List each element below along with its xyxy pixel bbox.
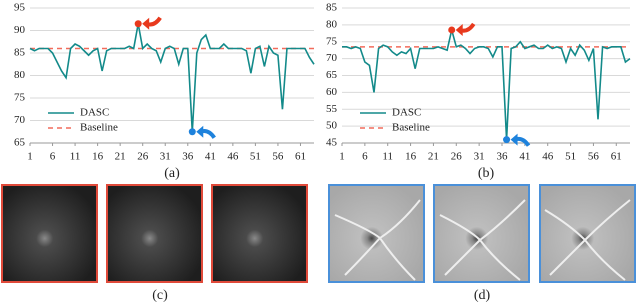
x-tick-label: 6 [50,151,56,163]
y-tick-label: 55 [326,103,338,115]
y-tick-label: 80 [326,18,338,30]
y-tick-label: 45 [326,137,338,149]
y-tick-label: 65 [14,137,26,149]
x-tick-label: 21 [428,151,439,163]
caption: (c) [152,288,168,303]
legend-label: Baseline [392,122,430,134]
x-tick-label: 1 [339,151,345,163]
x-tick-label: 26 [451,151,463,163]
arrow-head [196,125,204,138]
x-tick-label: 46 [542,151,554,163]
highlight-point [134,20,142,28]
y-tick-label: 80 [14,69,26,81]
fundus-image [106,184,203,283]
arrow-head [142,17,150,30]
x-tick-label: 41 [205,151,216,163]
y-tick-label: 85 [326,2,338,14]
vessels [544,199,631,281]
arrow-head [455,23,463,36]
y-tick-label: 65 [326,69,338,81]
x-tick-label: 36 [497,151,509,163]
angio-image [433,184,530,283]
x-tick-label: 51 [250,151,261,163]
x-tick-label: 31 [474,151,485,163]
x-tick-label: 16 [92,151,104,163]
fundus-images [1,184,636,283]
x-tick-label: 56 [588,151,600,163]
x-tick-label: 61 [611,151,622,163]
highlight-point [503,136,511,144]
y-tick-label: 75 [326,35,338,47]
x-tick-label: 6 [362,151,368,163]
x-tick-label: 26 [137,151,149,163]
x-tick-label: 31 [160,151,171,163]
x-tick-label: 41 [519,151,530,163]
highlight-point [188,128,196,136]
y-tick-label: 70 [14,114,26,126]
highlight-point [448,26,456,34]
vessels [439,199,526,281]
x-tick-label: 16 [405,151,417,163]
x-tick-label: 11 [382,151,393,163]
angio-image [328,184,425,283]
x-tick-label: 61 [295,151,306,163]
x-tick-label: 1 [27,151,33,163]
data-line [342,29,631,140]
y-tick-label: 60 [326,86,338,98]
y-tick-label: 50 [326,120,338,132]
y-tick-label: 90 [14,24,26,36]
legend-label: DASC [392,107,421,119]
y-tick-label: 75 [14,92,26,104]
x-tick-label: 36 [182,151,194,163]
y-tick-label: 85 [14,47,26,59]
x-tick-label: 51 [565,151,576,163]
x-tick-label: 11 [70,151,81,163]
fundus-image [1,184,98,283]
x-tick-label: 21 [115,151,126,163]
x-tick-label: 46 [227,151,239,163]
caption: (b) [478,166,495,181]
y-tick-label: 70 [326,52,338,64]
data-line [29,23,315,132]
fundus-image [211,184,308,283]
caption: (d) [474,288,491,303]
angio-image [539,184,636,283]
x-tick-label: 56 [272,151,284,163]
arrow-head [510,133,518,146]
legend-label: DASC [80,107,109,119]
legend-label: Baseline [80,122,118,134]
vessels [334,199,421,281]
y-tick-label: 95 [14,2,26,14]
caption: (a) [164,166,180,181]
